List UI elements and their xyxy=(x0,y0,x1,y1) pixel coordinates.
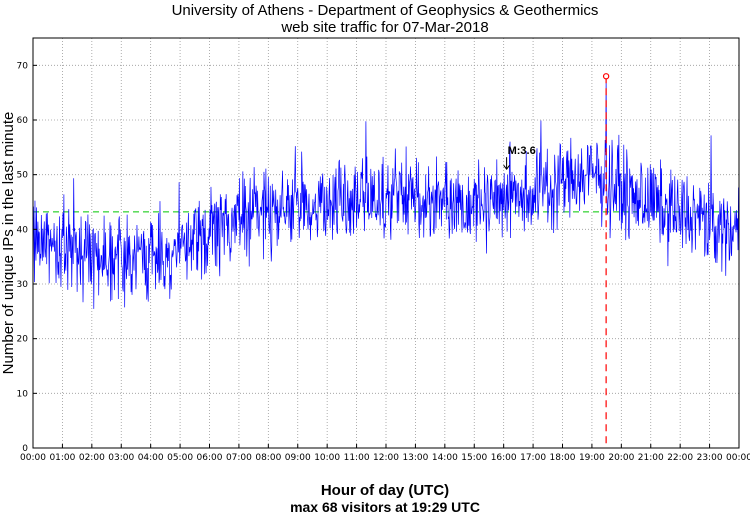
y-tick-label: 40 xyxy=(17,225,29,235)
series-group xyxy=(32,76,739,309)
magnitude-label: M:3.6 xyxy=(508,145,536,157)
x-tick-label: 07:00 xyxy=(226,453,252,463)
magnitude-marker-group: M:3.6 xyxy=(503,145,536,171)
x-tick-label: 09:00 xyxy=(285,453,311,463)
x-tick-label: 23:00 xyxy=(697,453,723,463)
x-tick-label: 00:00 xyxy=(726,453,750,463)
series-line xyxy=(32,76,739,309)
y-axis-ticks: 0 10 20 30 40 50 60 70 xyxy=(17,61,37,454)
y-tick-label: 50 xyxy=(17,171,29,181)
y-tick-label: 60 xyxy=(17,116,29,126)
x-tick-label: 06:00 xyxy=(197,453,223,463)
x-tick-label: 17:00 xyxy=(520,453,546,463)
x-tick-label: 03:00 xyxy=(108,453,134,463)
max-visitors-note: max 68 visitors at 19:29 UTC xyxy=(290,499,480,515)
x-tick-label: 04:00 xyxy=(138,453,164,463)
x-tick-label: 18:00 xyxy=(550,453,576,463)
y-tick-label: 0 xyxy=(22,444,28,454)
x-tick-label: 19:00 xyxy=(579,453,605,463)
x-tick-label: 02:00 xyxy=(79,453,105,463)
x-tick-label: 00:00 xyxy=(20,453,46,463)
y-tick-label: 70 xyxy=(17,61,29,71)
chart-subtitle: web site traffic for 07-Mar-2018 xyxy=(280,19,488,36)
x-tick-label: 01:00 xyxy=(49,453,75,463)
x-tick-label: 05:00 xyxy=(167,453,193,463)
chart-title: University of Athens - Department of Geo… xyxy=(172,2,599,19)
x-axis-ticks: 00:00 01:00 02:00 03:00 04:00 05:00 06:00 07:00… xyxy=(20,444,750,463)
x-tick-label: 12:00 xyxy=(373,453,399,463)
x-axis-label: Hour of day (UTC) xyxy=(321,482,449,499)
max-marker-group xyxy=(602,73,610,448)
x-tick-label: 14:00 xyxy=(432,453,458,463)
x-tick-label: 20:00 xyxy=(608,453,634,463)
y-tick-label: 30 xyxy=(17,280,29,290)
y-axis-label: Number of unique IPs in the last minute xyxy=(0,112,17,375)
x-tick-label: 22:00 xyxy=(667,453,693,463)
x-tick-label: 11:00 xyxy=(344,453,370,463)
x-tick-label: 10:00 xyxy=(314,453,340,463)
x-tick-label: 21:00 xyxy=(638,453,664,463)
x-tick-label: 15:00 xyxy=(461,453,487,463)
x-tick-label: 16:00 xyxy=(491,453,517,463)
x-tick-label: 13:00 xyxy=(402,453,428,463)
y-tick-label: 10 xyxy=(17,389,29,399)
magnitude-arrow-head xyxy=(503,164,511,171)
y-tick-label: 20 xyxy=(17,335,29,345)
x-tick-label: 08:00 xyxy=(255,453,281,463)
max-point-marker xyxy=(602,73,610,80)
